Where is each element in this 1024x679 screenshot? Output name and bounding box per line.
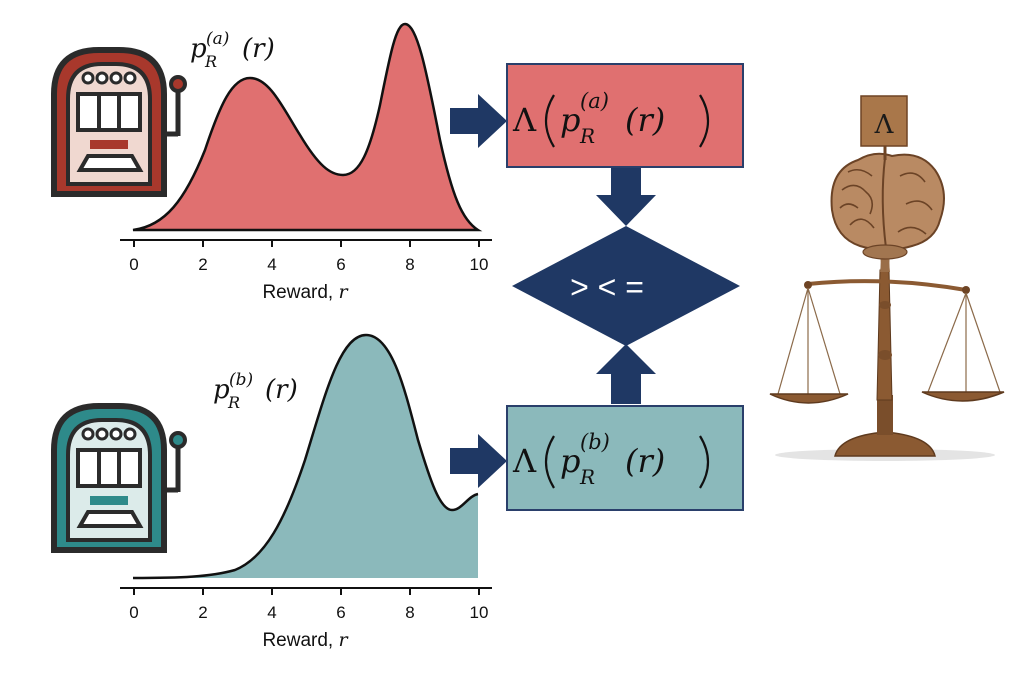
arrow-right-a xyxy=(450,94,507,148)
lambda-sign xyxy=(860,95,908,147)
density-label-b-sub: R xyxy=(227,393,240,412)
tick-label: 0 xyxy=(129,255,138,274)
tick-label: 8 xyxy=(405,255,414,274)
slot-machine-icon xyxy=(51,47,187,197)
box-a-sup: (a) xyxy=(580,89,609,113)
panel-b: p R (b) (r) 0 2 4 6 8 10 Reward, r xyxy=(51,333,492,651)
lambda-symbol-b: Λ xyxy=(512,442,537,480)
tick-label: 10 xyxy=(470,603,489,622)
density-label-a-p: p xyxy=(190,34,207,64)
density-label-a-sub: R xyxy=(204,52,217,71)
scale-base xyxy=(834,431,936,457)
arrow-right-b xyxy=(450,434,507,488)
arrows xyxy=(450,94,656,488)
comparison-diamond: > < = xyxy=(512,226,740,346)
tick-label: 4 xyxy=(267,255,276,274)
arrow-up-b xyxy=(596,344,656,404)
box-a-arg: (r) xyxy=(625,101,665,139)
density-label-b-sup: (b) xyxy=(229,370,253,390)
brain-icon xyxy=(830,152,945,260)
density-curve-b-outline xyxy=(132,333,479,580)
density-label-b-p: p xyxy=(213,375,230,405)
x-axis-label-b: Reward, r xyxy=(262,629,349,651)
lambda-box-a: Λ p R (a) (r) xyxy=(506,63,744,168)
box-a-sub: R xyxy=(579,124,595,148)
x-axis-label-a: Reward, r xyxy=(262,281,349,303)
tick-label: 6 xyxy=(336,255,345,274)
lambda-sign-text: Λ xyxy=(874,110,895,140)
scale-beam xyxy=(807,279,967,292)
tick-label: 6 xyxy=(336,603,345,622)
box-a-p: p xyxy=(560,101,580,139)
tick-label: 4 xyxy=(267,603,276,622)
density-label-a: p R (a) (r) xyxy=(190,29,275,71)
panel-a: p R (a) (r) 0 2 4 6 8 10 Reward, r xyxy=(51,22,492,303)
density-label-a-sup: (a) xyxy=(206,29,229,49)
x-ticks-a: 0 2 4 6 8 10 xyxy=(129,240,488,274)
density-label-a-arg: (r) xyxy=(242,34,275,64)
tick-label: 0 xyxy=(129,603,138,622)
judge-illustration: Λ xyxy=(769,95,1005,461)
tick-label: 8 xyxy=(405,603,414,622)
density-curve-a xyxy=(132,22,483,232)
density-label-b-arg: (r) xyxy=(265,375,298,405)
big-paren-left-b xyxy=(544,435,555,489)
box-b-arg: (r) xyxy=(625,442,665,480)
x-ticks-b: 0 2 4 6 8 10 xyxy=(129,588,488,622)
big-paren-right-a xyxy=(699,94,710,148)
tick-label: 2 xyxy=(198,603,207,622)
big-paren-left-a xyxy=(544,94,555,148)
box-b-p: p xyxy=(560,442,580,480)
tick-label: 2 xyxy=(198,255,207,274)
arrow-down-a xyxy=(596,168,656,226)
slot-machine-icon xyxy=(51,403,187,553)
balance-scale-icon xyxy=(769,287,1005,404)
big-paren-right-b xyxy=(699,435,710,489)
density-curve-b xyxy=(133,335,478,578)
lambda-box-b: Λ p R (b) (r) xyxy=(506,405,744,511)
tick-label: 10 xyxy=(470,255,489,274)
comparison-symbols: > < = xyxy=(570,269,644,305)
box-b-sub: R xyxy=(579,465,595,489)
lambda-symbol-a: Λ xyxy=(512,101,537,139)
box-b-sup: (b) xyxy=(580,430,610,454)
density-label-b: p R (b) (r) xyxy=(213,370,298,412)
